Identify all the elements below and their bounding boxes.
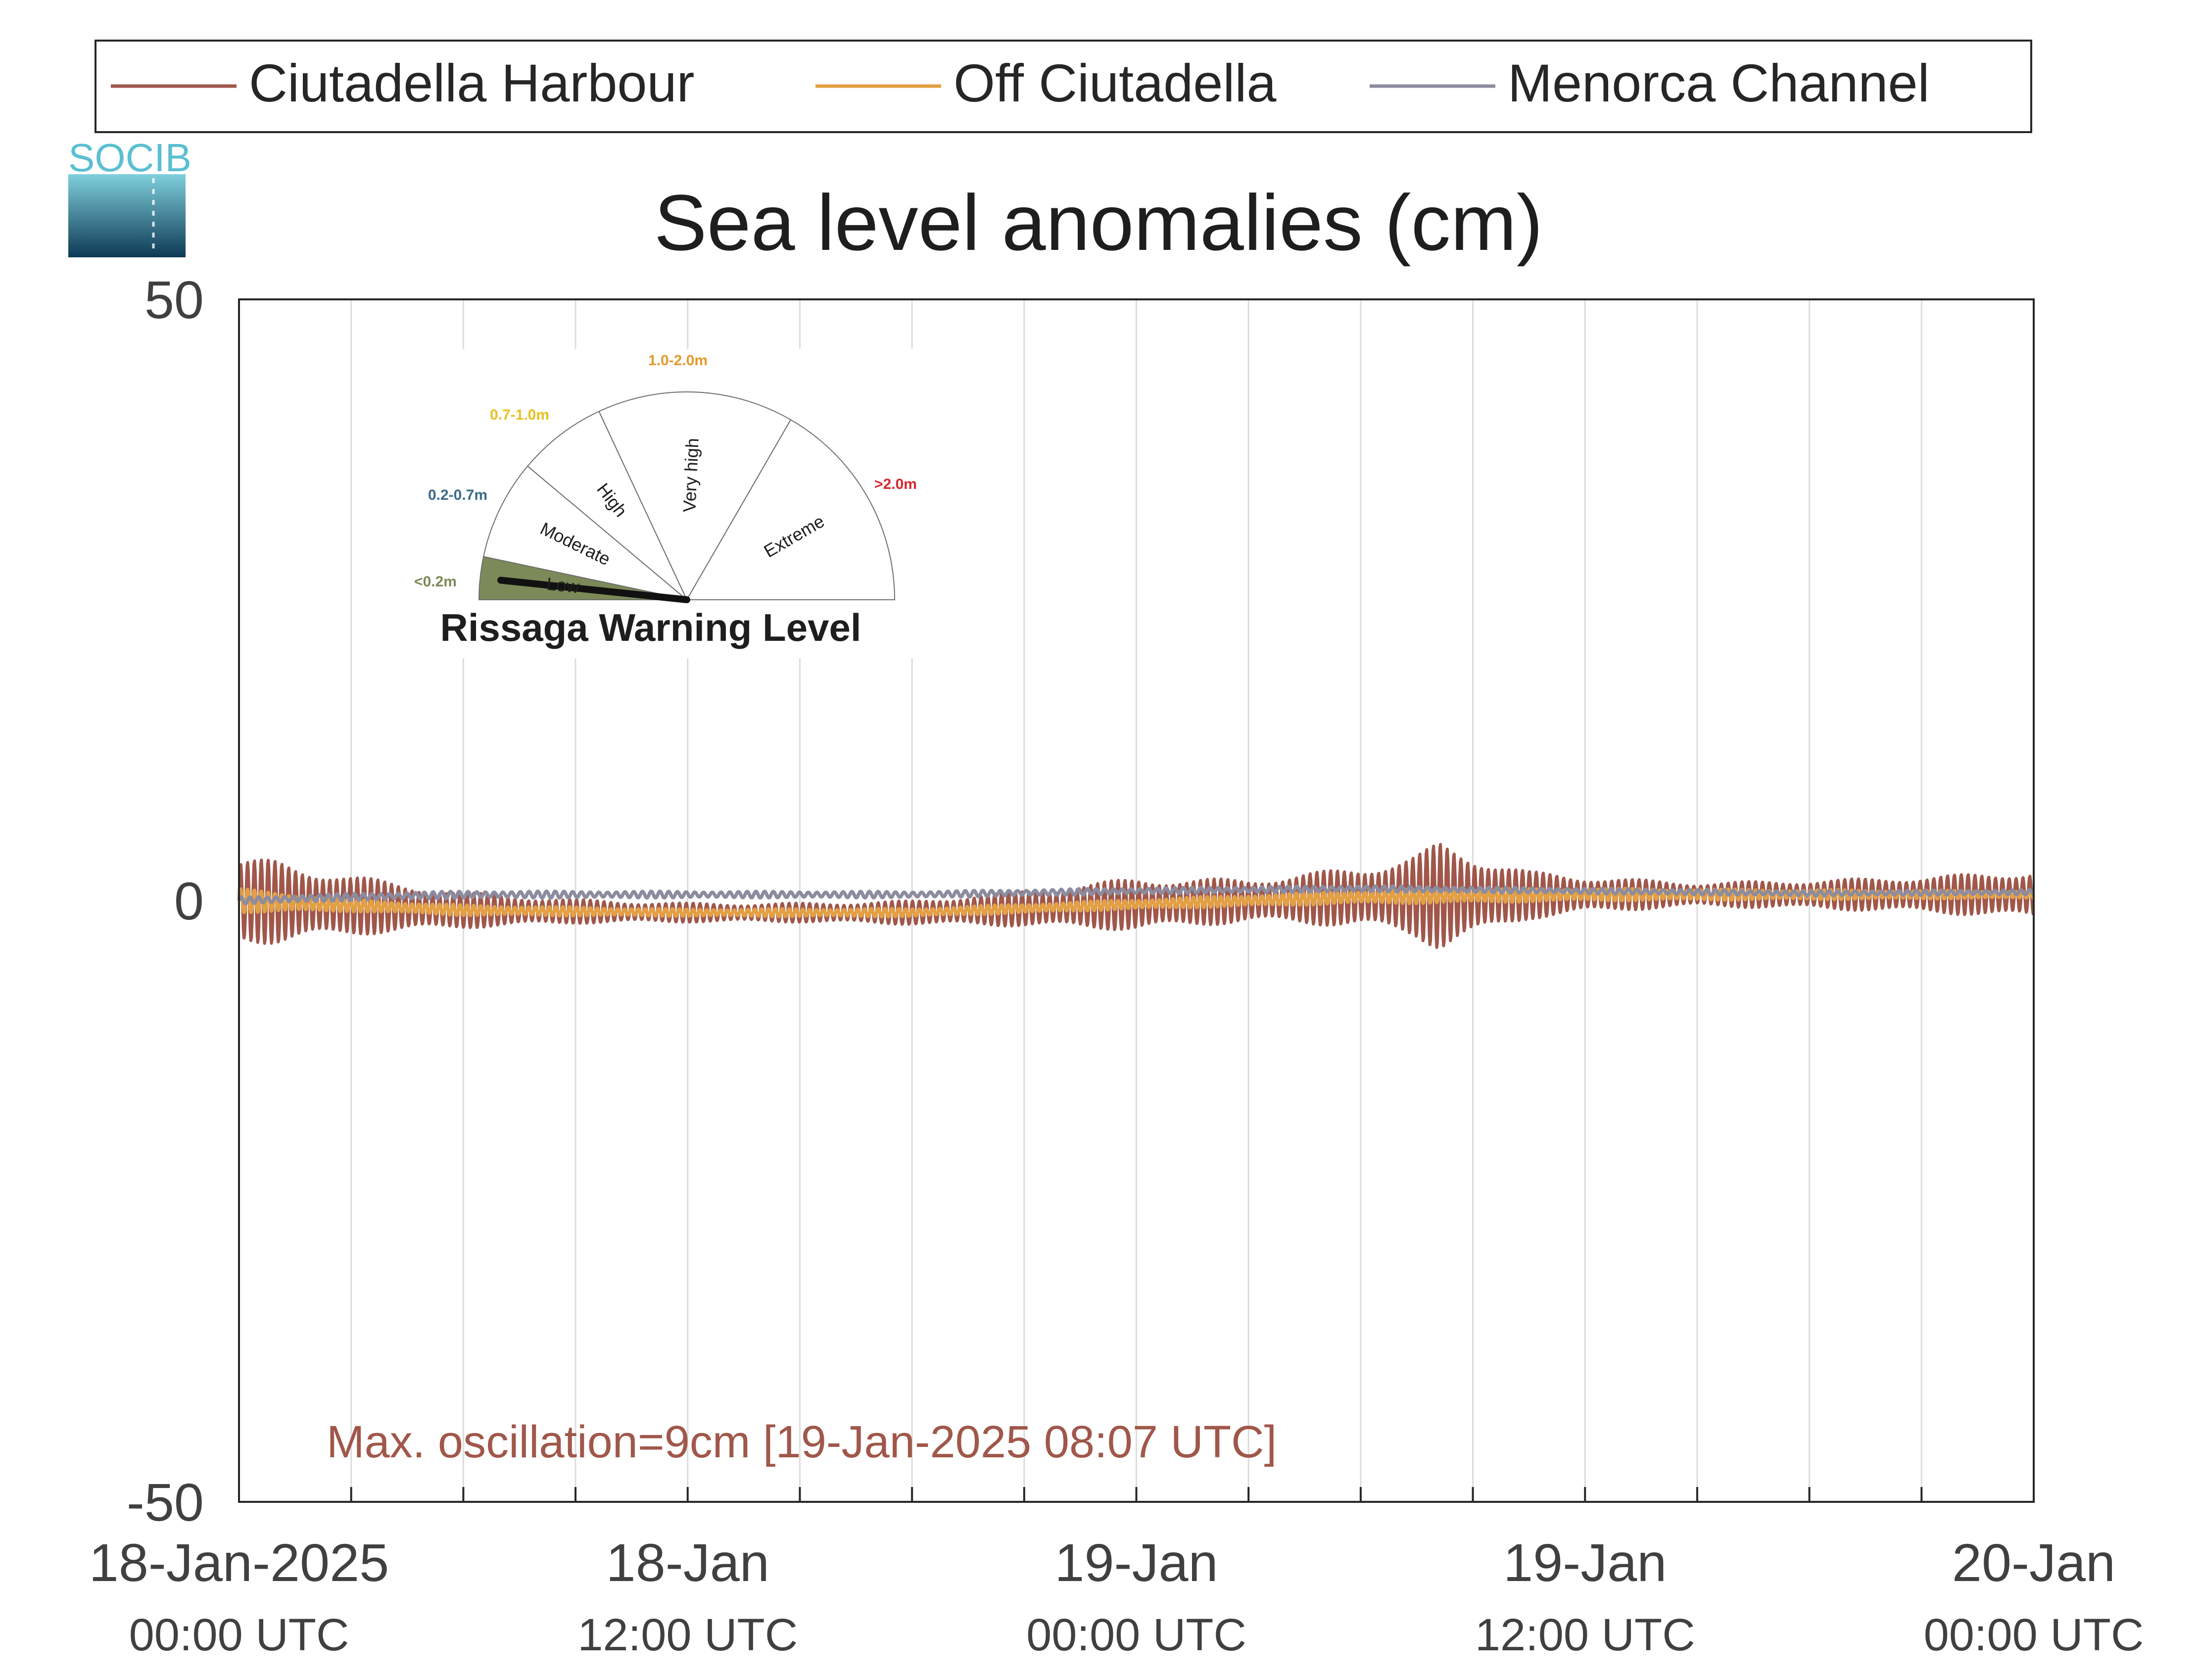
gauge-sector-very-high (598, 391, 792, 601)
x-tick-marks (350, 1487, 1923, 1502)
gauge-range-label: <0.2m (414, 574, 457, 590)
legend-label-menorca-channel: Menorca Channel (1508, 53, 1930, 113)
x-tick-label-date: 19-Jan (1054, 1533, 1218, 1592)
legend: Ciutadella Harbour Off Ciutadella Menorc… (95, 40, 2032, 133)
gauge-sector-extreme (686, 419, 896, 600)
socib-logo-text: SOCIB (68, 136, 191, 180)
legend-label-off-ciutadella: Off Ciutadella (954, 53, 1277, 113)
chart-title: Sea level anomalies (cm) (654, 178, 1543, 267)
gauge-title: Rissaga Warning Level (440, 606, 861, 649)
series-layer (237, 843, 2035, 949)
x-tick-label-date: 20-Jan (1952, 1533, 2115, 1592)
gauge-sector-high (526, 411, 687, 600)
gauge-sector-label: Low (546, 574, 581, 597)
gauge-range-label: >2.0m (874, 476, 917, 492)
series-line-ciutadella-harbour (238, 843, 2035, 949)
y-tick-label: 50 (144, 270, 204, 330)
gauge-range-label: 0.2-0.7m (428, 487, 487, 503)
legend-label-ciutadella-harbour: Ciutadella Harbour (249, 53, 695, 113)
gauge-sector-label: Very high (679, 437, 703, 513)
socib-logo-wave (68, 174, 186, 257)
legend-box (95, 40, 2032, 133)
x-tick-label-time: 00:00 UTC (129, 1610, 349, 1660)
x-tick-label-time: 12:00 UTC (577, 1610, 798, 1660)
gauge-range-label: 0.7-1.0m (490, 407, 549, 423)
x-tick-label-time: 00:00 UTC (1026, 1610, 1246, 1660)
x-tick-label-date: 18-Jan (606, 1533, 769, 1592)
x-tick-label-time: 12:00 UTC (1475, 1610, 1695, 1660)
y-tick-labels: 50 0 -50 (127, 270, 204, 1532)
plot-area (237, 298, 2035, 1503)
series-line-menorca-channel (237, 884, 2035, 906)
gauge-needle (497, 576, 690, 603)
x-tick-label-date: 19-Jan (1503, 1533, 1667, 1592)
y-tick-label: 0 (174, 871, 204, 931)
socib-logo: SOCIB (68, 136, 191, 257)
y-tick-label: -50 (127, 1472, 204, 1532)
x-tick-labels: 18-Jan-2025 00:00 UTC 18-Jan 12:00 UTC 19-Ja… (89, 1533, 2144, 1660)
gauge-range-label: 1.0-2.0m (648, 352, 708, 369)
x-tick-label-date: 18-Jan-2025 (89, 1533, 389, 1592)
max-oscillation-annotation: Max. oscillation=9cm [19-Jan-2025 08:07 … (327, 1417, 1277, 1467)
x-tick-label-time: 00:00 UTC (1924, 1610, 2144, 1660)
gauge-sector-moderate (482, 465, 687, 600)
